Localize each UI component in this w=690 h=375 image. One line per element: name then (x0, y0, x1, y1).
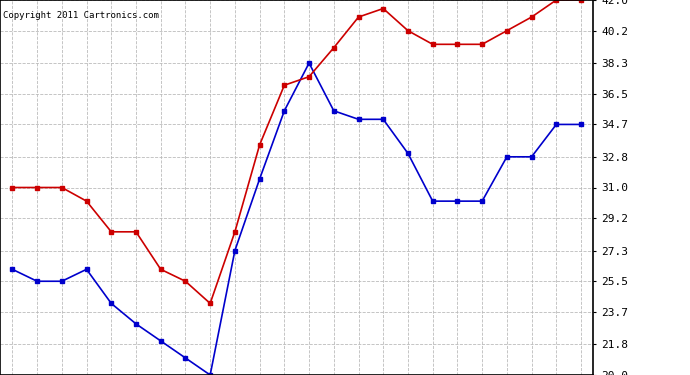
Text: Copyright 2011 Cartronics.com: Copyright 2011 Cartronics.com (3, 11, 159, 20)
